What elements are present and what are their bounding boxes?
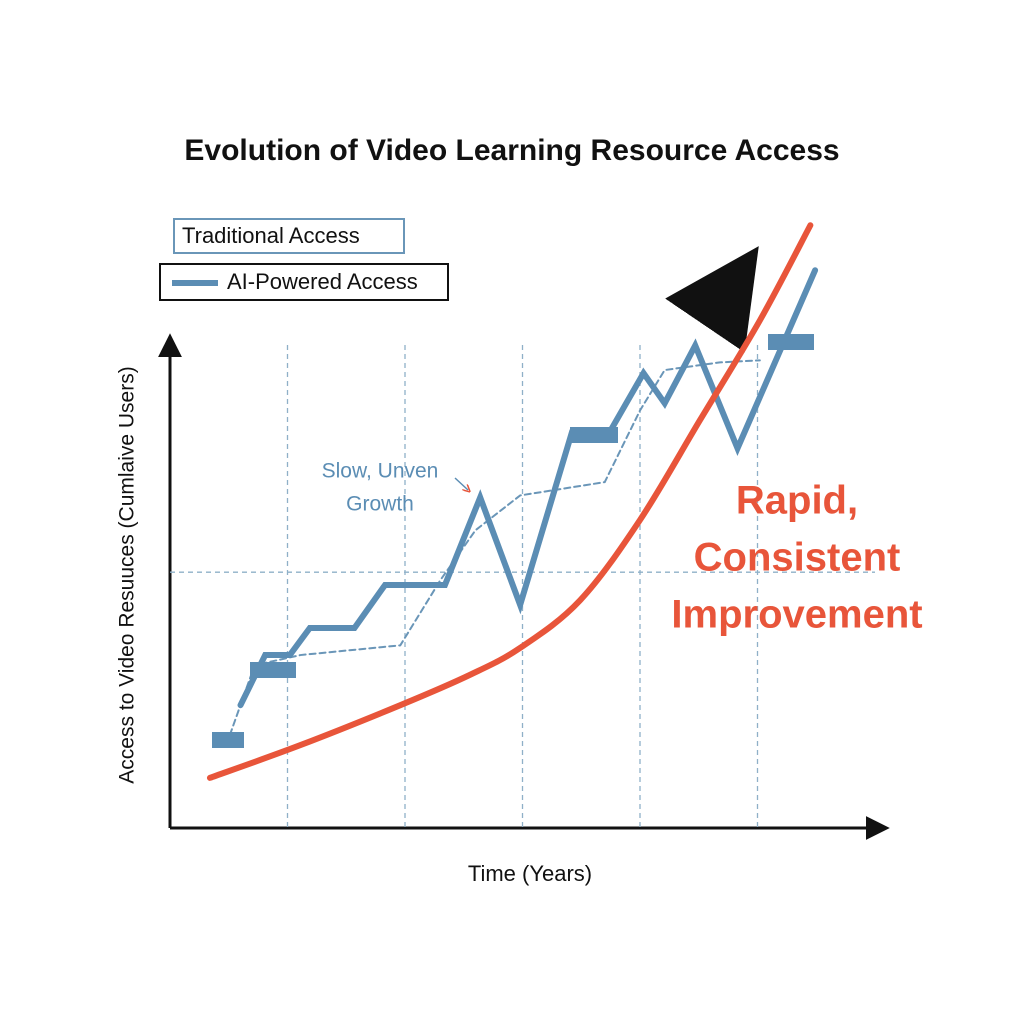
legend-label: Traditional Access	[182, 223, 360, 248]
y-axis-label: Access to Video Resuuces (Cumlaive Users…	[116, 366, 139, 783]
marker-bar	[250, 662, 296, 678]
annotation: Rapid,	[736, 479, 858, 523]
series-line	[237, 267, 819, 709]
series-line	[206, 222, 814, 781]
annotation: Improvement	[671, 593, 922, 637]
marker-bar	[768, 334, 814, 350]
series-line	[228, 359, 761, 736]
annotation: Consistent	[694, 536, 901, 580]
decorative-arrow	[665, 246, 759, 353]
annotation-pointer	[454, 477, 468, 490]
annotation: Growth	[346, 493, 414, 516]
annotation: Slow, Unven	[322, 460, 439, 483]
marker-bar	[570, 427, 618, 443]
marker-bar	[212, 732, 244, 748]
legend-box	[159, 263, 449, 301]
chart-title: Evolution of Video Learning Resource Acc…	[184, 134, 839, 167]
x-axis-label: Time (Years)	[468, 861, 592, 886]
legend-label: AI-Powered Access	[227, 269, 418, 294]
legend-box	[173, 218, 405, 254]
